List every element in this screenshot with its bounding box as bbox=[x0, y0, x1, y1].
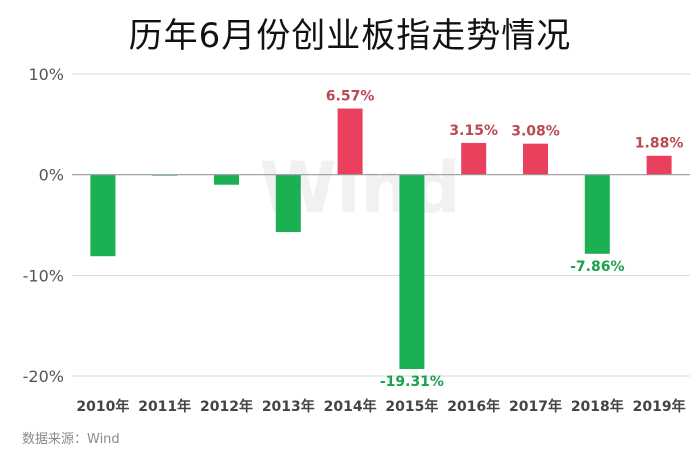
bar-2012年 bbox=[214, 174, 239, 185]
data-label: 1.88% bbox=[635, 136, 684, 152]
x-category-label: 2016年 bbox=[447, 398, 500, 415]
data-label: -7.86% bbox=[570, 259, 624, 275]
bars bbox=[90, 108, 672, 370]
x-category-label: 2015年 bbox=[385, 398, 438, 415]
x-category-label: 2019年 bbox=[633, 398, 686, 415]
data-label: -19.31% bbox=[380, 374, 444, 390]
bar-2015年 bbox=[399, 174, 425, 370]
y-tick-label: -20% bbox=[23, 367, 64, 386]
x-axis-categories: 2010年 2011年 2012年 2013年 2014年 2015年 2016年 2017年… bbox=[76, 398, 685, 415]
grid-lines bbox=[72, 73, 690, 377]
bar-2010年 bbox=[90, 174, 116, 257]
data-label: 6.57% bbox=[326, 89, 375, 105]
chart-title: 历年6月份创业板指走势情况 bbox=[128, 16, 572, 56]
y-tick-label: 10% bbox=[28, 65, 64, 84]
bar-2013年 bbox=[275, 174, 301, 233]
bar-2014年 bbox=[337, 108, 363, 175]
bar-2016年 bbox=[461, 142, 487, 175]
source-note: 数据来源：Wind bbox=[22, 432, 120, 447]
x-category-label: 2010年 bbox=[76, 398, 129, 415]
bar-2019年 bbox=[646, 155, 672, 175]
bar-2018年 bbox=[584, 174, 610, 254]
bar-2017年 bbox=[523, 143, 548, 175]
y-tick-label: 0% bbox=[39, 166, 64, 185]
x-category-label: 2012年 bbox=[200, 398, 253, 415]
y-tick-label: -10% bbox=[23, 266, 64, 285]
data-label: 3.15% bbox=[449, 123, 498, 139]
x-category-label: 2014年 bbox=[324, 398, 377, 415]
x-category-label: 2017年 bbox=[509, 398, 562, 415]
data-label: 3.08% bbox=[511, 124, 560, 140]
x-category-label: 2018年 bbox=[571, 398, 624, 415]
x-category-label: 2013年 bbox=[262, 398, 315, 415]
data-labels: 6.57% -19.31% 3.15% 3.08% -7.86% 1.88% bbox=[326, 89, 684, 391]
x-category-label: 2011年 bbox=[138, 398, 191, 415]
y-axis-ticks: 10% 0% -10% -20% bbox=[23, 65, 64, 386]
